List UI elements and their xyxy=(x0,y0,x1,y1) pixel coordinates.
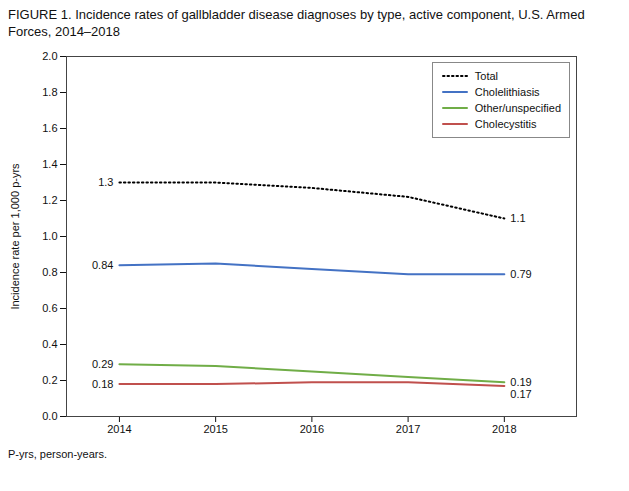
svg-text:2014: 2014 xyxy=(107,423,131,435)
html-text:Cholelithiasis: Cholelithiasis xyxy=(474,86,540,98)
html-text:FIGURE 1. Incidence rates of g: FIGURE 1. Incidence rates of gallbladder… xyxy=(8,7,585,39)
svg-text:2016: 2016 xyxy=(300,423,324,435)
svg-text:0.29: 0.29 xyxy=(92,358,113,370)
html-text:Other/unspecified: Other/unspecified xyxy=(474,102,561,114)
svg-text:1.4: 1.4 xyxy=(42,158,57,170)
svg-text:Incidence rate per 1,000 p-yrs: Incidence rate per 1,000 p-yrs xyxy=(9,163,21,310)
svg-text:0.19: 0.19 xyxy=(510,376,531,388)
svg-text:0.0: 0.0 xyxy=(42,410,57,422)
svg-text:2015: 2015 xyxy=(203,423,227,435)
svg-text:0.79: 0.79 xyxy=(510,268,531,280)
svg-text:2017: 2017 xyxy=(396,423,420,435)
svg-text:0.4: 0.4 xyxy=(42,338,57,350)
html-text:P-yrs, person-years.: P-yrs, person-years. xyxy=(8,448,107,460)
svg-text:1.1: 1.1 xyxy=(510,212,525,224)
svg-text:0.17: 0.17 xyxy=(510,388,531,400)
svg-text:0.18: 0.18 xyxy=(92,378,113,390)
svg-text:2018: 2018 xyxy=(492,423,516,435)
svg-text:2.0: 2.0 xyxy=(42,50,57,62)
svg-text:1.2: 1.2 xyxy=(42,194,57,206)
svg-text:1.8: 1.8 xyxy=(42,86,57,98)
svg-text:0.6: 0.6 xyxy=(42,302,57,314)
html-text:Cholecystitis: Cholecystitis xyxy=(474,118,537,130)
svg-text:1.0: 1.0 xyxy=(42,230,57,242)
svg-text:0.8: 0.8 xyxy=(42,266,57,278)
svg-text:0.2: 0.2 xyxy=(42,374,57,386)
html-text:Total: Total xyxy=(474,70,498,82)
svg-text:0.84: 0.84 xyxy=(92,259,113,271)
svg-text:1.3: 1.3 xyxy=(98,176,113,188)
svg-text:1.6: 1.6 xyxy=(42,122,57,134)
